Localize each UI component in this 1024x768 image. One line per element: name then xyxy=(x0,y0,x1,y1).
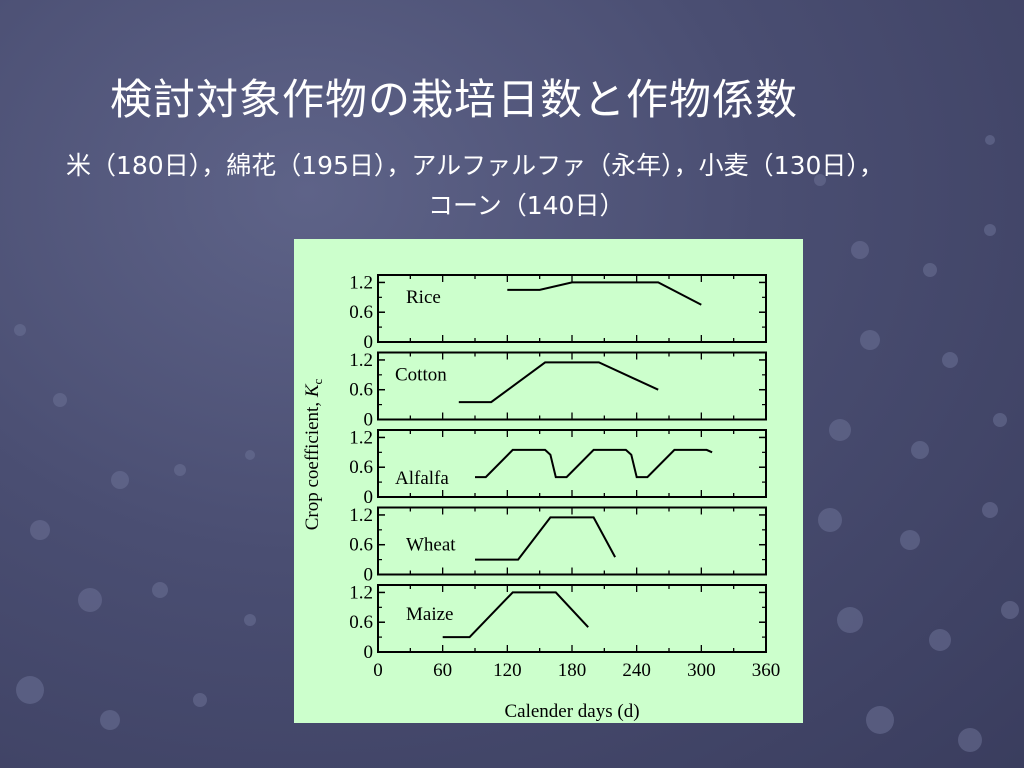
subtitle-line-2: コーン（140日） xyxy=(428,191,625,220)
subplot-wheat: 1.2 0.6 0 Wheat xyxy=(349,505,767,586)
y-axis-label-text: Crop coefficient, xyxy=(302,397,323,530)
y-tick-label: 1.2 xyxy=(349,350,373,371)
background-dot xyxy=(958,728,982,752)
slide-title: 検討対象作物の栽培日数と作物係数 xyxy=(110,75,799,124)
series-line-rice xyxy=(507,281,702,306)
y-tick-label: 0.6 xyxy=(349,380,373,401)
background-dot xyxy=(851,241,869,259)
y-tick-label: 1.2 xyxy=(349,505,373,526)
subplot-cotton: 1.2 0.6 0 Cotton xyxy=(349,350,767,431)
series-label-maize: Maize xyxy=(406,604,453,625)
x-axis-label: Calender days (d) xyxy=(504,701,639,722)
series-label-rice: Rice xyxy=(406,287,441,308)
subplot-alfalfa: 1.2 0.6 0 Alfalfa xyxy=(349,427,767,508)
background-dot xyxy=(982,502,998,518)
series-line-wheat xyxy=(475,516,616,561)
series-label-alfalfa: Alfalfa xyxy=(395,468,449,489)
x-tick-label: 300 xyxy=(687,660,716,681)
background-dot xyxy=(244,614,256,626)
x-tick-label: 180 xyxy=(558,660,587,681)
subplot-maize: 1.2 0.6 0 Maize xyxy=(349,582,767,663)
background-dot xyxy=(837,607,863,633)
background-dot xyxy=(860,330,880,350)
background-dot xyxy=(174,464,186,476)
x-tick-label: 360 xyxy=(752,660,781,681)
series-line-alfalfa xyxy=(475,448,713,479)
y-tick-label: 0 xyxy=(364,410,374,431)
background-dot xyxy=(818,508,842,532)
background-dot xyxy=(30,520,50,540)
background-dot xyxy=(993,413,1007,427)
background-dot xyxy=(14,324,26,336)
series-label-cotton: Cotton xyxy=(395,365,447,386)
background-dot xyxy=(866,706,894,734)
y-tick-label: 0.6 xyxy=(349,612,373,633)
x-tick-label: 240 xyxy=(622,660,651,681)
x-tick-label: 0 xyxy=(373,660,383,681)
background-dot xyxy=(814,174,826,186)
background-dot xyxy=(193,693,207,707)
y-tick-label: 0 xyxy=(364,565,374,586)
y-axis-label: Crop coefficient, Kc xyxy=(302,378,325,530)
background-dot xyxy=(911,441,929,459)
x-tick-label: 120 xyxy=(493,660,522,681)
series-line-cotton xyxy=(458,361,659,404)
background-dot xyxy=(942,352,958,368)
background-dot xyxy=(100,710,120,730)
series-label-wheat: Wheat xyxy=(406,535,456,556)
subplot-rice: 1.2 0.6 0 Rice xyxy=(349,272,767,353)
chart-panel: 1.2 0.6 0 Rice 1.2 0.6 0 Cotton 1.2 0.6 0 Alfalfa 1.… xyxy=(294,239,803,723)
background-dot xyxy=(245,450,255,460)
background-dot xyxy=(78,588,102,612)
background-dot xyxy=(923,263,937,277)
y-tick-label: 1.2 xyxy=(349,427,373,448)
y-tick-label: 0 xyxy=(364,642,374,663)
background-dot xyxy=(900,530,920,550)
y-tick-label: 1.2 xyxy=(349,582,373,603)
y-tick-label: 0.6 xyxy=(349,457,373,478)
y-tick-label: 0.6 xyxy=(349,302,373,323)
crop-coefficient-chart: 1.20.60Rice1.20.60Cotton1.20.60Alfalfa1.… xyxy=(302,272,781,722)
background-dot xyxy=(985,135,995,145)
background-dot xyxy=(111,471,129,489)
y-tick-label: 0 xyxy=(364,332,374,353)
background-dot xyxy=(152,582,168,598)
subtitle-line-1: 米（180日），綿花（195日），アルファルファ（永年），小麦（130日）， xyxy=(66,151,884,180)
subplot-frame xyxy=(377,274,767,343)
x-tick-label: 60 xyxy=(433,660,452,681)
y-tick-label: 0.6 xyxy=(349,535,373,556)
y-tick-label: 0 xyxy=(364,487,374,508)
background-dot xyxy=(53,393,67,407)
background-dot xyxy=(829,419,851,441)
background-dot xyxy=(1001,601,1019,619)
background-dot xyxy=(929,629,951,651)
background-dot xyxy=(16,676,44,704)
y-tick-label: 1.2 xyxy=(349,272,373,293)
y-axis-label-subscript: c xyxy=(310,378,325,384)
series-line-maize xyxy=(442,591,589,639)
background-dot xyxy=(984,224,996,236)
y-axis-label-symbol: K xyxy=(302,383,323,398)
